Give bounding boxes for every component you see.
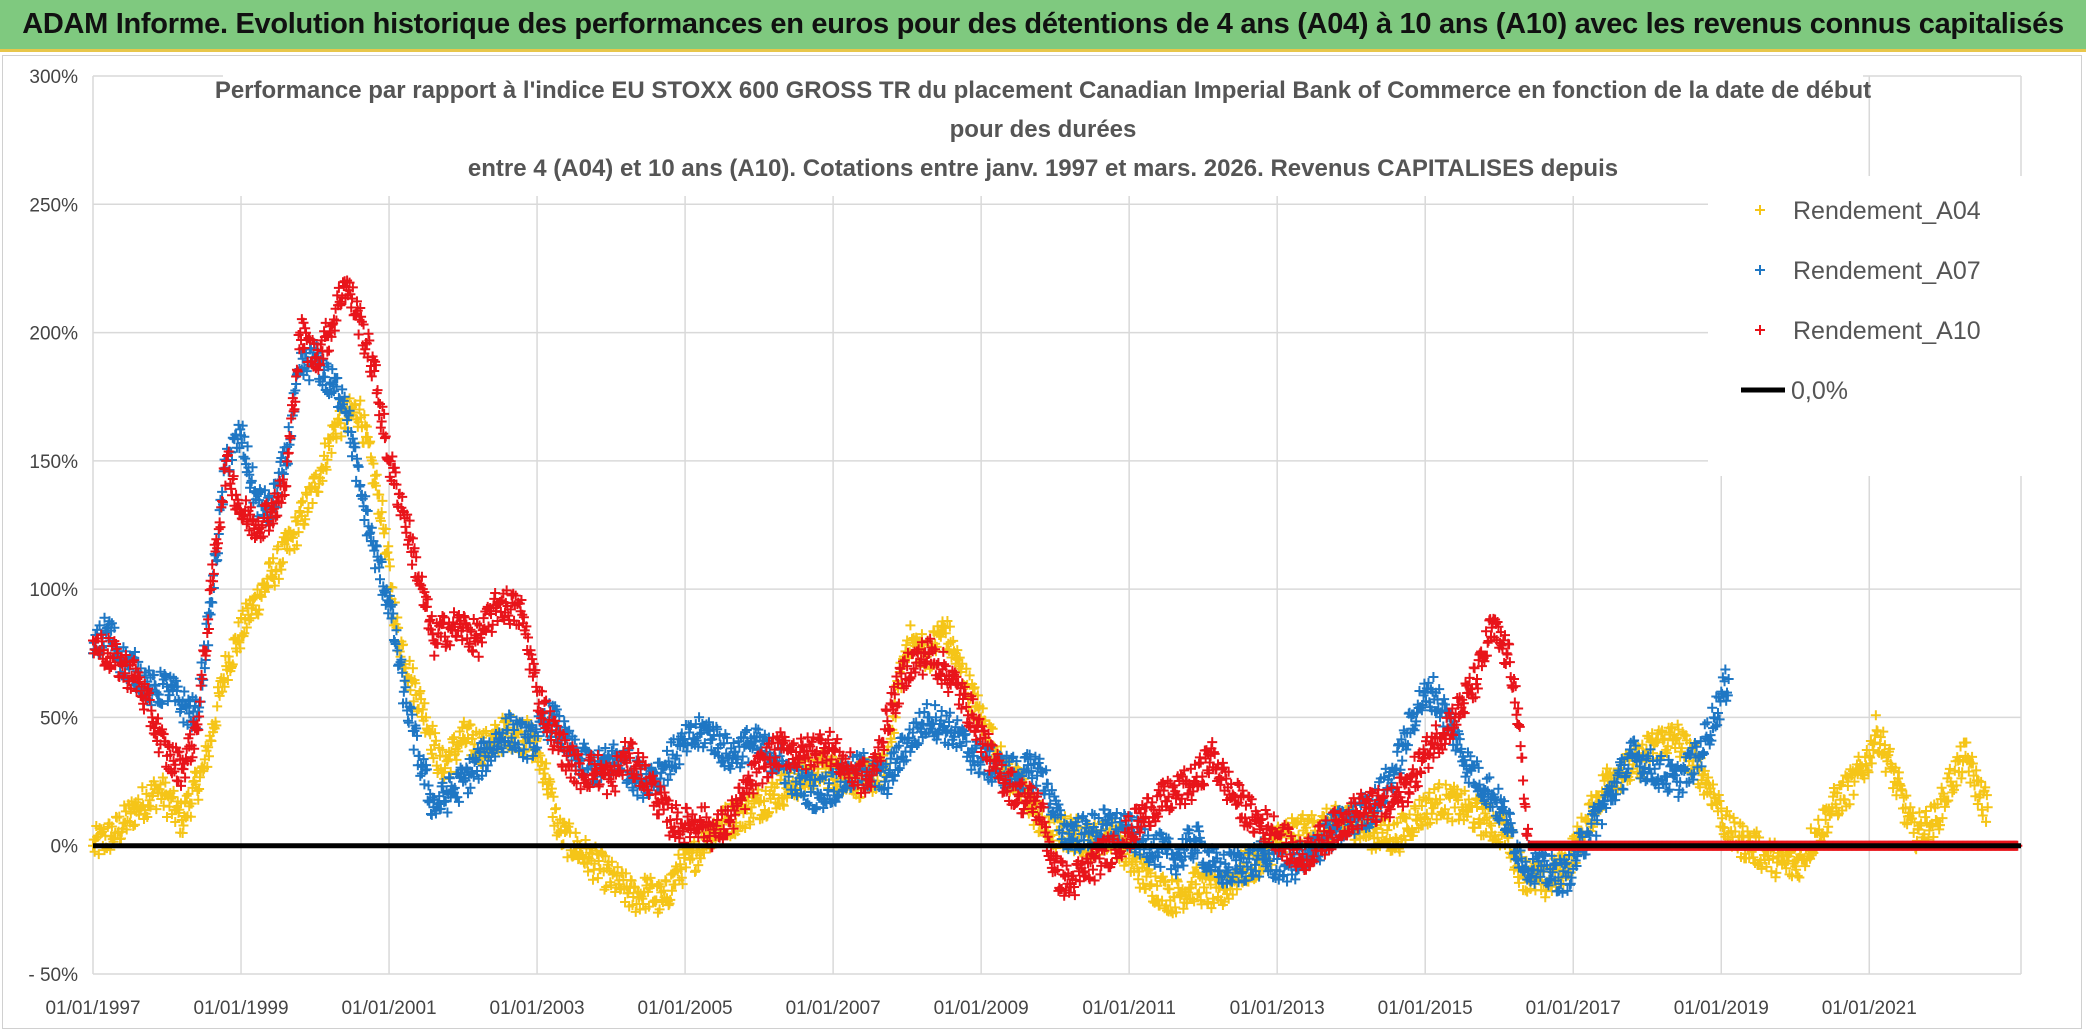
data-point <box>207 598 217 608</box>
data-point <box>1945 764 1955 774</box>
data-point <box>247 476 257 486</box>
data-point <box>1397 756 1407 766</box>
data-point <box>324 346 334 356</box>
data-point <box>379 409 389 419</box>
data-point <box>1937 783 1947 793</box>
data-point <box>242 622 252 632</box>
y-tick-label: 200% <box>29 324 78 345</box>
data-point <box>1823 822 1833 832</box>
performance-scatter-chart: - 50% 0% 50% 100% 150% 200% 250% 300% 01/01/199… <box>3 56 2081 1028</box>
data-point <box>415 771 425 781</box>
x-tick-label: 01/01/2009 <box>934 998 1029 1019</box>
data-point <box>912 740 922 750</box>
data-point <box>285 545 295 555</box>
x-tick-label: 01/01/2007 <box>786 998 881 1019</box>
data-point <box>372 470 382 480</box>
x-tick-label: 01/01/1997 <box>45 998 140 1019</box>
data-point <box>276 565 286 575</box>
data-point <box>196 681 206 691</box>
data-point <box>112 813 122 823</box>
data-point <box>294 330 304 340</box>
data-point <box>146 706 156 716</box>
data-point <box>377 416 387 426</box>
data-point <box>551 803 561 813</box>
data-point <box>1451 745 1461 755</box>
x-tick-label: 01/01/2019 <box>1674 998 1769 1019</box>
data-point <box>1707 703 1717 713</box>
data-point <box>937 706 947 716</box>
y-tick-label: 50% <box>40 708 78 729</box>
y-tick-label: 250% <box>29 195 78 216</box>
data-point <box>1618 784 1628 794</box>
y-tick-label: 300% <box>29 67 78 88</box>
data-point <box>284 422 294 432</box>
data-point <box>354 329 364 339</box>
data-point <box>1914 807 1924 817</box>
data-point <box>215 522 225 532</box>
data-point <box>409 745 419 755</box>
data-point <box>1155 862 1165 872</box>
data-point <box>184 742 194 752</box>
data-point <box>891 743 901 753</box>
data-point <box>1793 871 1803 881</box>
y-tick-label: 100% <box>29 580 78 601</box>
x-tick-label: 01/01/2013 <box>1230 998 1325 1019</box>
data-point <box>571 828 581 838</box>
x-tick-label: 01/01/2001 <box>341 998 436 1019</box>
x-axis-ticks: 01/01/1997 01/01/1999 01/01/2001 01/01/2003… <box>45 998 1916 1019</box>
data-point <box>367 371 377 381</box>
x-tick-label: 01/01/1999 <box>193 998 288 1019</box>
y-tick-label: 150% <box>29 452 78 473</box>
data-point <box>296 498 306 508</box>
data-point <box>691 866 701 876</box>
x-tick-label: 01/01/2017 <box>1526 998 1621 1019</box>
data-point <box>1428 672 1438 682</box>
x-tick-label: 01/01/2003 <box>490 998 585 1019</box>
data-point <box>160 778 170 788</box>
y-tick-label: - 50% <box>28 965 78 986</box>
data-point <box>905 620 915 630</box>
series-Rendement_A04 <box>88 393 1993 918</box>
report-banner-title: ADAM Informe. Evolution historique des p… <box>0 0 2086 52</box>
y-axis-ticks: - 50% 0% 50% 100% 150% 200% 250% 300% <box>28 67 78 986</box>
data-point <box>285 433 295 443</box>
data-point <box>354 462 364 472</box>
data-point <box>304 375 314 385</box>
data-point <box>429 651 439 661</box>
data-point <box>1899 793 1909 803</box>
data-point <box>1484 772 1494 782</box>
chart-area: - 50% 0% 50% 100% 150% 200% 250% 300% 01/01/199… <box>2 55 2082 1029</box>
data-point <box>465 783 475 793</box>
data-point <box>474 652 484 662</box>
y-tick-label: 0% <box>51 837 79 858</box>
data-point <box>158 773 168 783</box>
data-point <box>588 875 598 885</box>
data-point <box>1849 790 1859 800</box>
data-point <box>1521 885 1531 895</box>
data-point <box>347 451 357 461</box>
data-point <box>930 700 940 710</box>
data-point <box>1871 710 1881 720</box>
x-tick-label: 01/01/2011 <box>1082 998 1176 1019</box>
data-point <box>212 701 222 711</box>
x-tick-label: 01/01/2021 <box>1822 998 1917 1019</box>
data-point <box>1905 802 1915 812</box>
x-tick-label: 01/01/2015 <box>1378 998 1473 1019</box>
data-point <box>537 686 547 696</box>
data-point <box>463 788 473 798</box>
data-point <box>1482 774 1492 784</box>
x-tick-label: 01/01/2005 <box>638 998 733 1019</box>
